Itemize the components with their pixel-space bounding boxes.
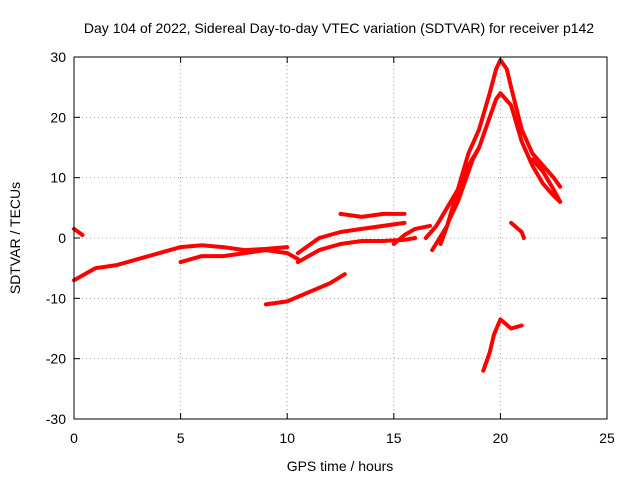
x-tick-label: 5	[177, 430, 185, 446]
series-track-2	[72, 243, 290, 283]
series-track-6	[295, 220, 407, 256]
y-tick-label: 30	[50, 49, 66, 65]
y-axis-label: SDTVAR / TECUs	[7, 182, 23, 294]
y-tick-label: -20	[46, 351, 66, 367]
grid-layer	[74, 57, 607, 419]
series-track-7	[338, 211, 407, 219]
series-track-5	[295, 236, 418, 265]
y-tick-label: 0	[58, 230, 66, 246]
x-tick-label: 20	[493, 430, 509, 446]
y-tick-label: -30	[46, 411, 66, 427]
x-tick-label: 25	[599, 430, 615, 446]
y-tick-label: 20	[50, 109, 66, 125]
x-tick-label: 0	[70, 430, 78, 446]
chart-title: Day 104 of 2022, Sidereal Day-to-day VTE…	[84, 20, 594, 36]
series-track-9	[423, 91, 563, 240]
series-track-13	[509, 220, 526, 240]
series-track-11	[438, 145, 482, 246]
series-track-4	[263, 272, 347, 307]
x-axis-label: GPS time / hours	[287, 458, 394, 474]
series-track-3	[178, 248, 300, 265]
series-track-14	[481, 317, 524, 373]
y-tick-label: -10	[46, 290, 66, 306]
series-track-8	[391, 223, 432, 246]
x-tick-label: 10	[279, 430, 295, 446]
series-track-12	[530, 157, 563, 204]
series-track-1	[72, 226, 85, 237]
series-layer	[72, 58, 563, 373]
x-tick-label: 15	[386, 430, 402, 446]
tick-layer: 0 5 10 15 20 25 -30 -20 -10 0 10 20 30	[46, 49, 615, 446]
plot-frame	[73, 56, 608, 420]
series-track-10	[430, 58, 563, 253]
y-tick-label: 10	[50, 170, 66, 186]
